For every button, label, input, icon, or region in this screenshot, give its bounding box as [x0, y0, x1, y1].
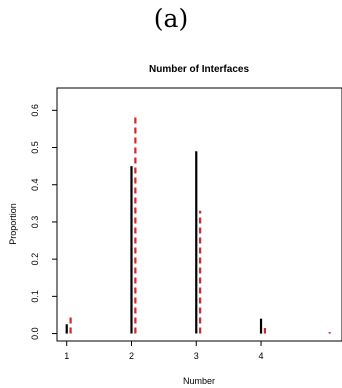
- x-tick-label: 4: [259, 351, 264, 361]
- chart-title: Number of Interfaces: [149, 64, 249, 75]
- y-axis-label: Proportion: [8, 203, 18, 245]
- plot-frame: [56, 87, 342, 342]
- bars: [65, 115, 331, 334]
- y-tick-label: 0.0: [30, 327, 40, 340]
- x-tick-label: 2: [129, 351, 134, 361]
- y-tick-label: 0.3: [30, 216, 40, 229]
- y-tick-label: 0.4: [30, 178, 40, 191]
- y-tick-label: 0.6: [30, 104, 40, 117]
- y-tick-label: 0.5: [30, 141, 40, 154]
- x-tick-label: 3: [194, 351, 199, 361]
- y-tick-label: 0.2: [30, 253, 40, 266]
- panel-label: (a): [153, 4, 189, 33]
- y-tick-label: 0.1: [30, 290, 40, 303]
- x-axis: 1 2 3 4: [64, 341, 264, 361]
- x-axis-label: Number: [183, 376, 215, 386]
- x-tick-label: 1: [64, 351, 69, 361]
- y-axis: 0.0 0.1 0.2 0.3 0.4 0.5 0.6: [30, 104, 57, 340]
